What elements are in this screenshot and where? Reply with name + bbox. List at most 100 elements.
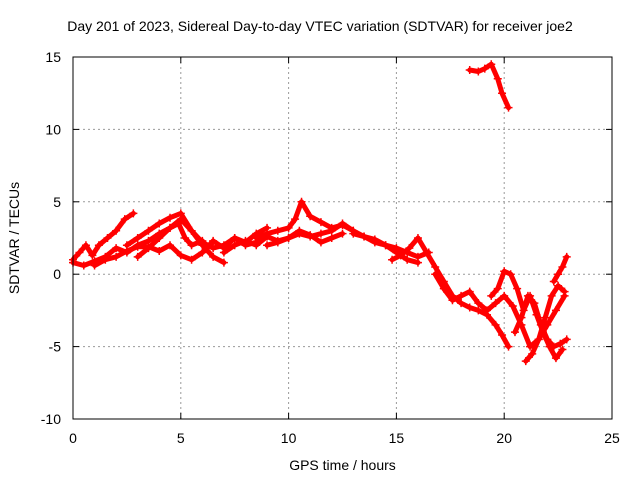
- data-point: [187, 226, 196, 235]
- data-point: [549, 277, 558, 286]
- data-point: [508, 302, 517, 311]
- data-point: [230, 241, 239, 250]
- x-axis-label: GPS time / hours: [289, 457, 396, 473]
- data-point: [338, 229, 347, 238]
- x-tick-label: 5: [177, 430, 185, 446]
- data-point: [166, 213, 175, 222]
- data-point: [493, 284, 502, 293]
- data-point: [547, 291, 556, 300]
- data-point: [297, 197, 306, 206]
- data-point: [457, 291, 466, 300]
- data-point: [252, 241, 261, 250]
- data-point: [431, 270, 440, 279]
- data-point: [558, 345, 567, 354]
- data-point: [413, 252, 422, 261]
- series-track-p: [465, 60, 513, 112]
- data-point: [88, 251, 97, 260]
- data-point: [554, 270, 563, 279]
- data-point: [556, 339, 565, 348]
- data-point: [474, 306, 483, 315]
- data-point: [79, 261, 88, 270]
- data-point: [388, 255, 397, 264]
- data-point: [284, 234, 293, 242]
- data-point: [396, 251, 405, 260]
- data-point: [327, 234, 336, 242]
- data-point: [176, 251, 185, 260]
- y-tick-label: 0: [53, 266, 61, 282]
- series-trace: [467, 61, 511, 111]
- data-point: [198, 238, 207, 247]
- data-point: [551, 306, 560, 315]
- data-point: [101, 255, 110, 264]
- data-point: [465, 66, 474, 75]
- data-point: [284, 223, 293, 232]
- data-point: [558, 262, 567, 271]
- x-tick-label: 10: [281, 430, 297, 446]
- data-point: [230, 234, 239, 242]
- data-point: [219, 248, 228, 257]
- data-point: [241, 236, 250, 245]
- data-point: [81, 241, 90, 250]
- data-point: [155, 247, 164, 256]
- grid-lines: [73, 57, 612, 419]
- data-point: [498, 331, 507, 340]
- data-point: [439, 284, 448, 293]
- data-point: [422, 248, 431, 257]
- series-trace: [124, 210, 227, 266]
- y-tick-label: 10: [45, 121, 61, 137]
- data-point: [549, 342, 558, 351]
- data-point: [500, 267, 509, 276]
- data-point: [338, 220, 347, 229]
- series-track-n: [521, 281, 569, 366]
- data-point: [219, 258, 228, 267]
- series-track-a: [69, 209, 138, 264]
- x-tick-label: 0: [69, 430, 77, 446]
- data-point: [413, 234, 422, 242]
- data-point: [112, 244, 121, 253]
- data-point: [560, 287, 569, 296]
- data-point: [487, 291, 496, 300]
- data-point: [273, 238, 282, 247]
- data-point: [562, 252, 571, 261]
- data-point: [198, 248, 207, 257]
- data-point: [491, 299, 500, 308]
- data-point: [209, 244, 218, 253]
- data-point: [480, 64, 489, 73]
- data-point: [252, 234, 261, 242]
- data-point: [510, 328, 519, 337]
- y-tick-label: -5: [49, 339, 62, 355]
- plot-frame: [72, 56, 613, 420]
- data-point: [474, 67, 483, 76]
- data-point: [349, 229, 358, 238]
- data-point: [209, 252, 218, 261]
- data-point: [493, 74, 502, 83]
- data-point: [465, 303, 474, 312]
- chart-title: Day 201 of 2023, Sidereal Day-to-day VTE…: [67, 18, 573, 34]
- x-tick-label: 25: [604, 430, 620, 446]
- y-axis-label: SDTVAR / TECUs: [6, 181, 22, 295]
- data-point: [500, 291, 509, 300]
- data-point: [504, 342, 513, 351]
- data-point: [263, 229, 272, 238]
- data-point: [306, 212, 315, 221]
- data-point: [523, 291, 532, 300]
- data-points: [69, 60, 571, 366]
- data-point: [181, 234, 190, 242]
- series-track-h: [263, 226, 347, 250]
- data-point: [103, 234, 112, 242]
- data-point: [327, 223, 336, 232]
- data-point: [534, 335, 543, 344]
- data-point: [448, 296, 457, 305]
- data-point: [316, 218, 325, 227]
- data-point: [295, 226, 304, 235]
- data-point: [316, 229, 325, 238]
- data-point: [392, 244, 401, 253]
- data-point: [457, 299, 466, 308]
- data-point: [431, 262, 440, 271]
- data-point: [543, 335, 552, 344]
- data-point: [133, 242, 142, 251]
- data-point: [360, 232, 369, 241]
- data-point: [144, 244, 153, 253]
- data-point: [219, 241, 228, 250]
- data-point: [166, 223, 175, 232]
